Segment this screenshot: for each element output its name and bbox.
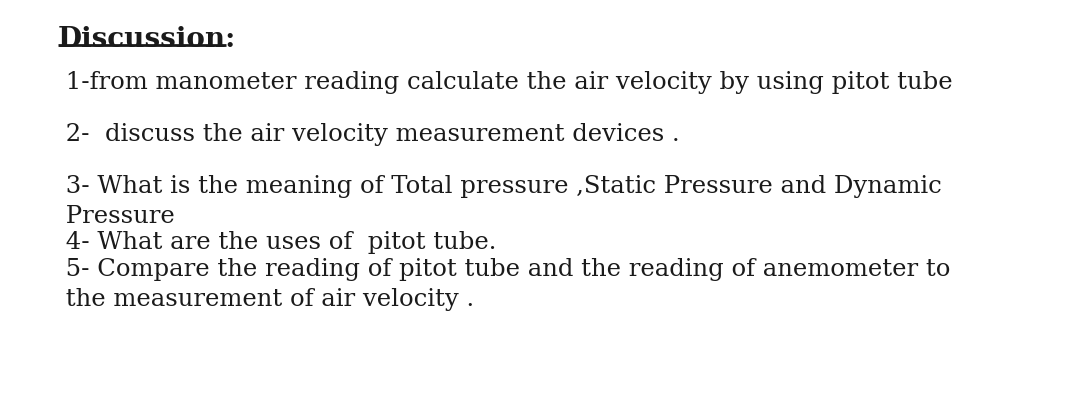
Text: 3- What is the meaning of Total pressure ,Static Pressure and Dynamic: 3- What is the meaning of Total pressure…: [58, 175, 942, 198]
Text: 4- What are the uses of  pitot tube.: 4- What are the uses of pitot tube.: [58, 231, 497, 254]
Text: Pressure: Pressure: [58, 205, 175, 228]
Text: 2-  discuss the air velocity measurement devices .: 2- discuss the air velocity measurement …: [58, 123, 679, 146]
Text: Discussion:: Discussion:: [58, 26, 237, 53]
Text: 5- Compare the reading of pitot tube and the reading of anemometer to: 5- Compare the reading of pitot tube and…: [58, 258, 950, 281]
Text: 1-from manometer reading calculate the air velocity by using pitot tube: 1-from manometer reading calculate the a…: [58, 71, 953, 94]
Text: the measurement of air velocity .: the measurement of air velocity .: [58, 288, 474, 311]
